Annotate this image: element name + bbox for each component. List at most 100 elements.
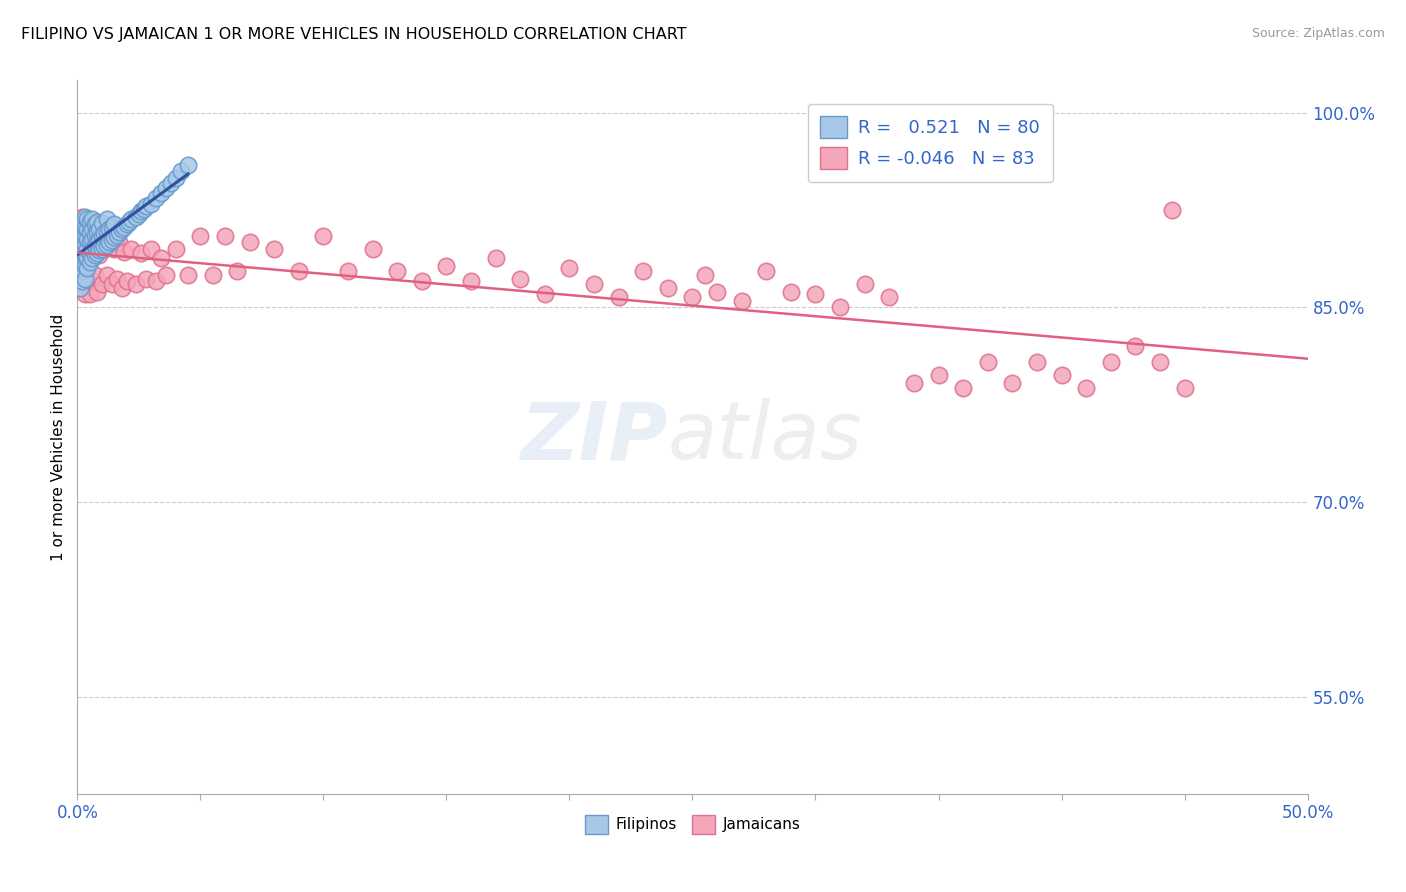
Point: [112, 244, 135, 259]
Point: [112, 219, 135, 234]
Point: [534, 287, 557, 301]
Point: [693, 268, 716, 282]
Point: [160, 176, 183, 190]
Point: [977, 355, 1000, 369]
Point: [83, 216, 105, 230]
Point: [82, 222, 104, 236]
Point: [1050, 368, 1073, 382]
Point: [1161, 202, 1184, 217]
Point: [177, 268, 200, 282]
Point: [73, 229, 96, 244]
Point: [361, 242, 384, 256]
Point: [90, 229, 114, 244]
Point: [239, 235, 262, 250]
Point: [83, 248, 105, 262]
Point: [73, 287, 96, 301]
Point: [98, 229, 121, 244]
Point: [70, 255, 93, 269]
Point: [69, 248, 91, 262]
Point: [69, 274, 91, 288]
Point: [73, 219, 96, 234]
Point: [1174, 381, 1197, 395]
Point: [170, 164, 193, 178]
Point: [98, 235, 121, 250]
Point: [76, 242, 98, 256]
Point: [76, 222, 98, 236]
Y-axis label: 1 or more Vehicles in Household: 1 or more Vehicles in Household: [51, 313, 66, 561]
Point: [73, 210, 96, 224]
Point: [86, 215, 108, 229]
Point: [1149, 355, 1171, 369]
Point: [111, 222, 132, 236]
Point: [103, 217, 125, 231]
Point: [1001, 376, 1024, 390]
Point: [226, 264, 249, 278]
Point: [952, 381, 974, 395]
Point: [93, 239, 115, 253]
Point: [83, 238, 105, 252]
Point: [76, 212, 98, 227]
Legend: Filipinos, Jamaicans: Filipinos, Jamaicans: [578, 809, 807, 839]
Point: [70, 245, 93, 260]
Point: [177, 158, 200, 172]
Point: [90, 277, 114, 291]
Point: [485, 251, 508, 265]
Point: [70, 235, 93, 250]
Point: [460, 274, 482, 288]
Point: [132, 202, 155, 216]
Point: [337, 264, 360, 278]
Point: [96, 268, 118, 282]
Point: [96, 225, 118, 239]
Point: [70, 274, 93, 288]
Point: [165, 242, 187, 256]
Point: [105, 272, 128, 286]
Point: [70, 264, 93, 278]
Point: [83, 268, 105, 282]
Text: atlas: atlas: [668, 398, 863, 476]
Point: [93, 227, 115, 241]
Point: [73, 272, 96, 286]
Point: [145, 191, 167, 205]
Point: [76, 222, 98, 236]
Point: [79, 225, 101, 239]
Point: [69, 281, 91, 295]
Point: [755, 264, 778, 278]
Point: [128, 207, 150, 221]
Point: [90, 229, 114, 244]
Point: [70, 274, 93, 288]
Point: [657, 281, 679, 295]
Point: [436, 259, 458, 273]
Point: [682, 290, 704, 304]
Point: [155, 268, 177, 282]
Point: [263, 242, 285, 256]
Point: [558, 261, 581, 276]
Point: [214, 229, 236, 244]
Point: [879, 290, 901, 304]
Point: [385, 264, 409, 278]
Point: [731, 293, 754, 308]
Point: [98, 222, 121, 236]
Point: [129, 245, 153, 260]
Point: [70, 225, 93, 239]
Point: [89, 248, 111, 262]
Point: [633, 264, 655, 278]
Point: [101, 233, 124, 247]
Point: [1125, 339, 1147, 353]
Point: [150, 251, 173, 265]
Point: [73, 238, 96, 252]
Point: [73, 259, 96, 273]
Point: [96, 238, 118, 252]
Point: [79, 255, 101, 269]
Point: [188, 229, 212, 244]
Point: [141, 196, 163, 211]
Point: [86, 235, 108, 250]
Point: [115, 274, 138, 288]
Point: [509, 272, 531, 286]
Point: [135, 199, 157, 213]
Text: ZIP: ZIP: [520, 398, 668, 476]
Point: [853, 277, 876, 291]
Point: [79, 215, 101, 229]
Point: [70, 216, 93, 230]
Point: [82, 242, 104, 256]
Point: [928, 368, 950, 382]
